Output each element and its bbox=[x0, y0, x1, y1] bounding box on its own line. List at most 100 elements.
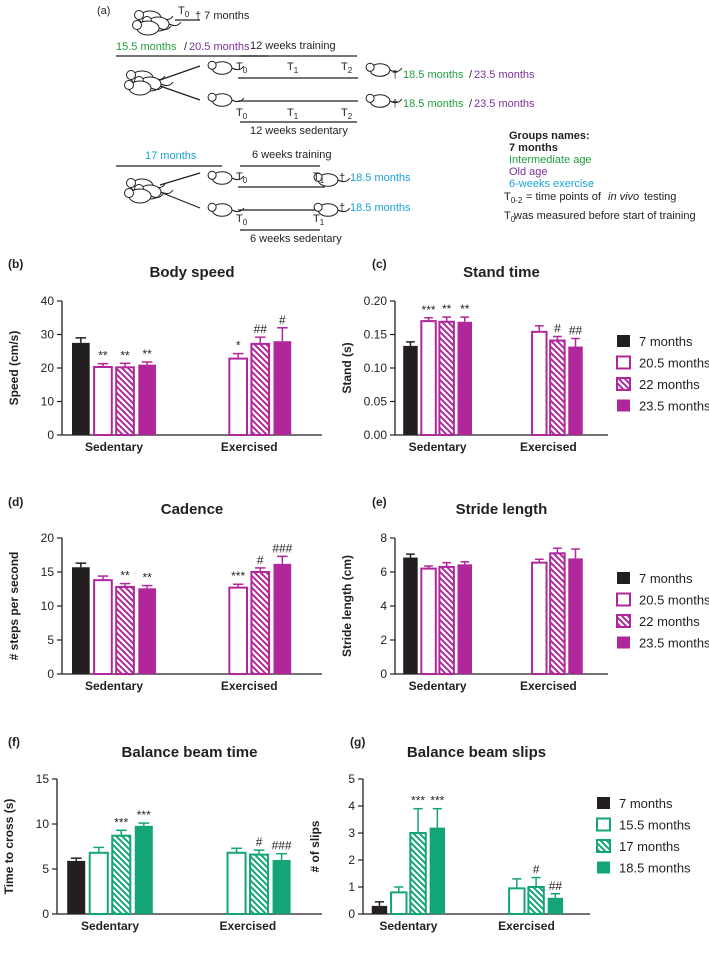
y-tick-label: 0.15 bbox=[364, 328, 388, 342]
legend-label: 20.5 months bbox=[639, 593, 709, 608]
diagram-label: T1 bbox=[313, 213, 325, 227]
mouse-head bbox=[313, 172, 323, 182]
chart: (g) Balance beam slips # of slips 0 1 2 3 4 5 Sed… bbox=[308, 735, 691, 933]
diagram-text: T bbox=[236, 171, 243, 183]
subscript: 1 bbox=[294, 112, 299, 121]
chart: (e) Stride length Stride length (cm) 0 2 4 6 8 S… bbox=[340, 495, 709, 693]
chart-title: Cadence bbox=[161, 501, 224, 518]
significance-label: *** bbox=[411, 794, 425, 808]
diagram-label: 12 weeks sedentary bbox=[250, 125, 348, 137]
bar bbox=[568, 346, 583, 435]
diagram-label: (a) bbox=[97, 5, 110, 17]
subscript: 1 bbox=[320, 218, 325, 227]
mice-icons bbox=[124, 10, 403, 217]
chart-title: Stand time bbox=[463, 264, 540, 281]
diagram-label: 6 weeks sedentary bbox=[250, 233, 342, 245]
subscript: 1 bbox=[320, 176, 325, 185]
chart: (d) Cadence # steps per second 0 5 10 15 20 Sede… bbox=[7, 495, 322, 693]
diagram-label: T2 bbox=[341, 61, 353, 75]
significance-label: ** bbox=[142, 347, 152, 361]
legend-label: 22 months bbox=[639, 614, 700, 629]
significance-label: *** bbox=[137, 808, 151, 822]
bar bbox=[93, 365, 113, 436]
panel-label: (e) bbox=[372, 495, 387, 509]
diagram-text: T bbox=[236, 61, 243, 73]
diagram-text: / bbox=[469, 69, 473, 81]
diagram-text: † 7 months bbox=[195, 10, 250, 22]
diagram-label: 17 months bbox=[145, 150, 197, 162]
y-tick-label: 40 bbox=[41, 294, 55, 308]
panel-label: (g) bbox=[350, 735, 365, 749]
legend-swatch bbox=[616, 355, 631, 370]
x-category-label: Sedentary bbox=[81, 919, 139, 933]
diagram-label: † bbox=[392, 69, 398, 81]
significance-label: *** bbox=[231, 569, 245, 583]
significance-label: # bbox=[533, 863, 540, 877]
chart: (b) Body speed Speed (cm/s) 0 10 20 30 40 Sedent… bbox=[7, 257, 322, 454]
diagram-label: 15.5 months bbox=[116, 41, 177, 53]
bar bbox=[134, 825, 153, 914]
diagram-label: 12 weeks training bbox=[250, 40, 336, 52]
mouse-head bbox=[124, 188, 134, 198]
diagram-label: 20.5 months bbox=[189, 41, 250, 53]
y-tick-label: 10 bbox=[36, 817, 50, 831]
diagram-text: 18.5 months bbox=[403, 69, 464, 81]
arrow bbox=[159, 65, 201, 81]
mouse-tail bbox=[389, 67, 403, 73]
legend-label: 18.5 months bbox=[619, 861, 691, 876]
diagram-text: † bbox=[392, 98, 398, 110]
diagram-label: in vivo bbox=[608, 191, 639, 203]
bar bbox=[457, 321, 472, 435]
bar bbox=[527, 886, 545, 915]
mouse-head bbox=[207, 202, 217, 212]
mouse-tail bbox=[231, 65, 245, 71]
significance-label: ## bbox=[254, 322, 268, 336]
legend-swatch bbox=[616, 592, 631, 607]
mouse-tail bbox=[231, 97, 245, 103]
significance-label: *** bbox=[422, 303, 436, 317]
diagram-text: T bbox=[236, 213, 243, 225]
significance-label: # bbox=[256, 835, 263, 849]
subscript: 0 bbox=[511, 215, 516, 224]
diagram-lines bbox=[116, 19, 358, 231]
y-tick-label: 4 bbox=[380, 599, 387, 613]
significance-label: *** bbox=[114, 815, 128, 829]
diagram-text: T bbox=[313, 171, 320, 183]
y-tick-label: 10 bbox=[41, 395, 55, 409]
chart-title: Balance beam slips bbox=[407, 744, 546, 761]
diagram-label: † bbox=[339, 202, 345, 214]
diagram-text: T bbox=[236, 107, 243, 119]
bar bbox=[111, 834, 132, 916]
mouse-head bbox=[124, 80, 134, 90]
bar bbox=[250, 571, 271, 675]
diagram-label: 23.5 months bbox=[474, 69, 535, 81]
bar bbox=[72, 567, 90, 674]
mouse-tail bbox=[231, 175, 245, 181]
significance-label: ### bbox=[272, 839, 292, 853]
bar bbox=[457, 564, 472, 674]
legend-label: 23.5 months bbox=[639, 636, 709, 651]
subscript: 0 bbox=[243, 112, 248, 121]
subscript: 0 bbox=[185, 10, 190, 19]
diagram-text: † bbox=[392, 69, 398, 81]
diagram-text: T bbox=[341, 107, 348, 119]
mouse-head bbox=[134, 10, 144, 20]
mouse-head bbox=[126, 70, 136, 80]
diagram-label: † bbox=[392, 98, 398, 110]
diagram-label: testing bbox=[644, 191, 676, 203]
y-tick-label: 6 bbox=[380, 565, 387, 579]
bar bbox=[250, 342, 271, 437]
bar bbox=[531, 330, 548, 437]
bar bbox=[549, 552, 566, 675]
diagram-text: 23.5 months bbox=[474, 98, 535, 110]
bar bbox=[93, 579, 113, 675]
legend-label: 7 months bbox=[619, 796, 673, 811]
y-tick-label: 1 bbox=[348, 880, 355, 894]
y-tick-label: 5 bbox=[42, 862, 49, 876]
mouse-tail bbox=[160, 81, 174, 87]
y-tick-label: 0.05 bbox=[364, 395, 388, 409]
x-category-label: Sedentary bbox=[409, 440, 467, 454]
y-tick-label: 20 bbox=[41, 361, 55, 375]
x-category-label: Exercised bbox=[498, 919, 555, 933]
diagram-text: 18.5 months bbox=[350, 202, 411, 214]
